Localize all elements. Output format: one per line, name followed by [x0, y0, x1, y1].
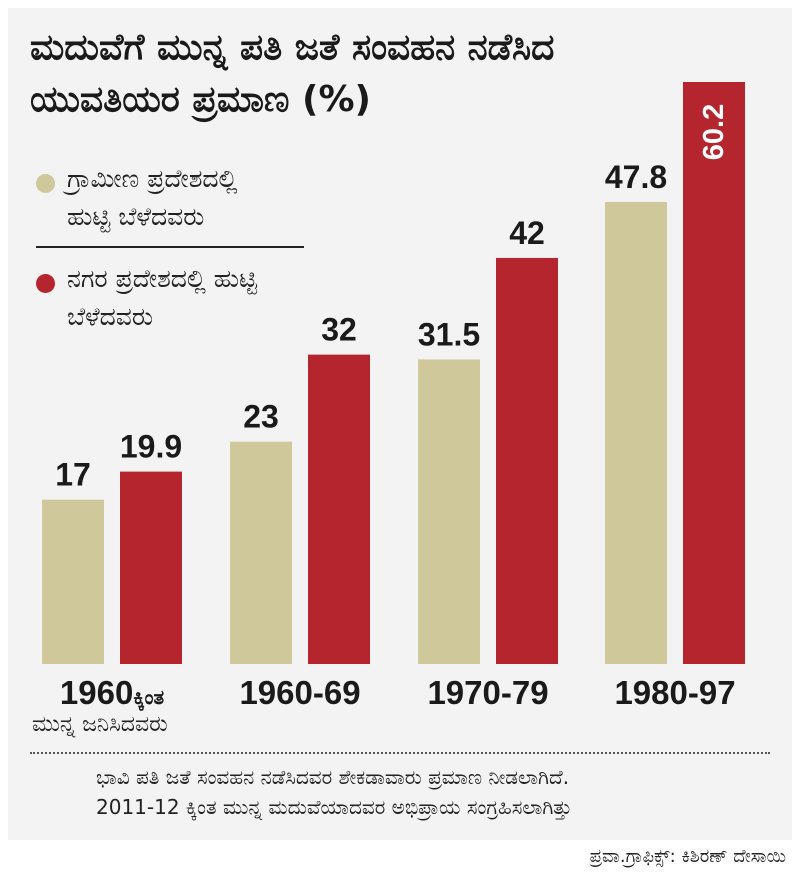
value-label-urban-1: 32 — [321, 312, 357, 348]
category-label-0: 1960ಕ್ಕಿಂತ — [60, 674, 165, 711]
value-label-urban-3: 60.2 — [698, 104, 730, 160]
bar-urban-0 — [120, 471, 182, 664]
value-label-rural-0: 17 — [55, 457, 91, 493]
bar-urban-3 — [683, 82, 745, 664]
bar-urban-1 — [308, 354, 370, 664]
chart-title: ಮದುವೆಗೆ ಮುನ್ನ ಪತಿ ಜತೆ ಸಂವಹನ ನಡೆಸಿದ ಯುವತಿ… — [30, 22, 590, 126]
legend-swatch-urban — [36, 274, 55, 293]
legend-swatch-rural — [36, 174, 55, 193]
category-label-3: 1980-97 — [614, 674, 735, 711]
legend-label-urban: ನಗರ ಪ್ರದೇಶದಲ್ಲಿ ಹುಟ್ಟಿ ಬೆಳೆದವರು — [67, 264, 258, 331]
value-label-urban-0: 19.9 — [120, 429, 182, 465]
title-line-2: ಯುವತಿಯರ ಪ್ರಮಾಣ (%) — [30, 79, 371, 120]
category-subtitle: ಮುನ್ನ ಜನಿಸಿದವರು — [32, 712, 168, 737]
legend-item-urban: ನಗರ ಪ್ರದೇಶದಲ್ಲಿ ಹುಟ್ಟಿ ಬೆಳೆದವರು — [36, 260, 306, 336]
bar-rural-3 — [605, 201, 667, 664]
dotted-divider — [30, 752, 770, 754]
footnote-line-1: ಭಾವಿ ಪತಿ ಜತೆ ಸಂವಹನ ನಡೆಸಿದವರ ಶೇಕಡಾವಾರು ಪ್… — [96, 765, 570, 789]
category-label-1: 1960-69 — [239, 674, 360, 711]
bar-rural-2 — [418, 359, 480, 664]
bar-urban-2 — [496, 257, 558, 664]
legend-divider — [36, 246, 304, 248]
footnote: ಭಾವಿ ಪತಿ ಜತೆ ಸಂವಹನ ನಡೆಸಿದವರ ಶೇಕಡಾವಾರು ಪ್… — [96, 762, 786, 822]
category-suffix: ಕ್ಕಿಂತ — [133, 687, 164, 711]
legend: ಗ್ರಾಮೀಣ ಪ್ರದೇಶದಲ್ಲಿ ಹುಟ್ಟಿ ಬೆಳೆದವರು ನಗರ … — [36, 160, 306, 346]
legend-item-rural: ಗ್ರಾಮೀಣ ಪ್ರದೇಶದಲ್ಲಿ ಹುಟ್ಟಿ ಬೆಳೆದವರು — [36, 160, 306, 236]
graphic-credit: ಪ್ರವಾ.ಗ್ರಾಫಿಕ್ಸ್: ಕಿಶಿರಣ್ ದೇಸಾಯಿ — [589, 846, 786, 867]
value-label-rural-2: 31.5 — [418, 316, 480, 352]
bar-rural-0 — [42, 499, 104, 664]
category-label-2: 1970-79 — [427, 674, 548, 711]
value-label-rural-3: 47.8 — [605, 159, 667, 195]
bar-rural-1 — [230, 441, 292, 664]
footnote-line-2: 2011-12 ಕ್ಕಿಂತ ಮುನ್ನ ಮದುವೆಯಾದವರ ಅಭಿಪ್ರಾಯ… — [96, 795, 572, 819]
value-label-rural-1: 23 — [243, 399, 279, 435]
legend-label-rural: ಗ್ರಾಮೀಣ ಪ್ರದೇಶದಲ್ಲಿ ಹುಟ್ಟಿ ಬೆಳೆದವರು — [67, 164, 238, 231]
title-line-1: ಮದುವೆಗೆ ಮುನ್ನ ಪತಿ ಜತೆ ಸಂವಹನ ನಡೆಸಿದ — [30, 27, 555, 68]
value-label-urban-2: 42 — [509, 215, 545, 251]
